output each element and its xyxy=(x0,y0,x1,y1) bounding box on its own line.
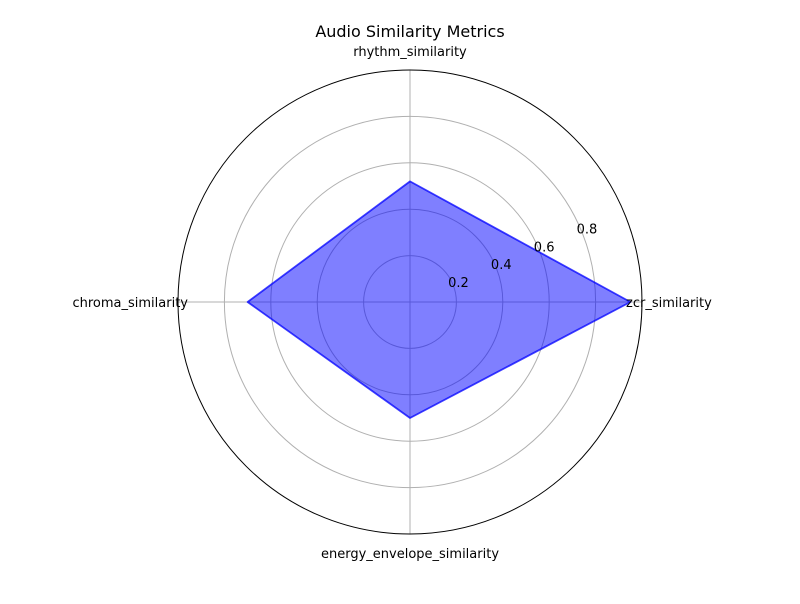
radial-tick-label: 0.2 xyxy=(448,276,469,291)
chart-title: Audio Similarity Metrics xyxy=(315,22,504,41)
category-label-energy_envelope_similarity: energy_envelope_similarity xyxy=(321,547,499,562)
category-label-chroma_similarity: chroma_similarity xyxy=(72,296,188,311)
data-series xyxy=(248,181,631,418)
category-label-rhythm_similarity: rhythm_similarity xyxy=(353,45,467,60)
radial-tick-label: 0.8 xyxy=(577,223,598,238)
radial-tick-label: 0.6 xyxy=(534,240,555,255)
category-label-zcr_similarity: zcr_similarity xyxy=(626,296,712,311)
radial-tick-label: 0.4 xyxy=(491,258,512,273)
series-area-1 xyxy=(248,181,631,418)
